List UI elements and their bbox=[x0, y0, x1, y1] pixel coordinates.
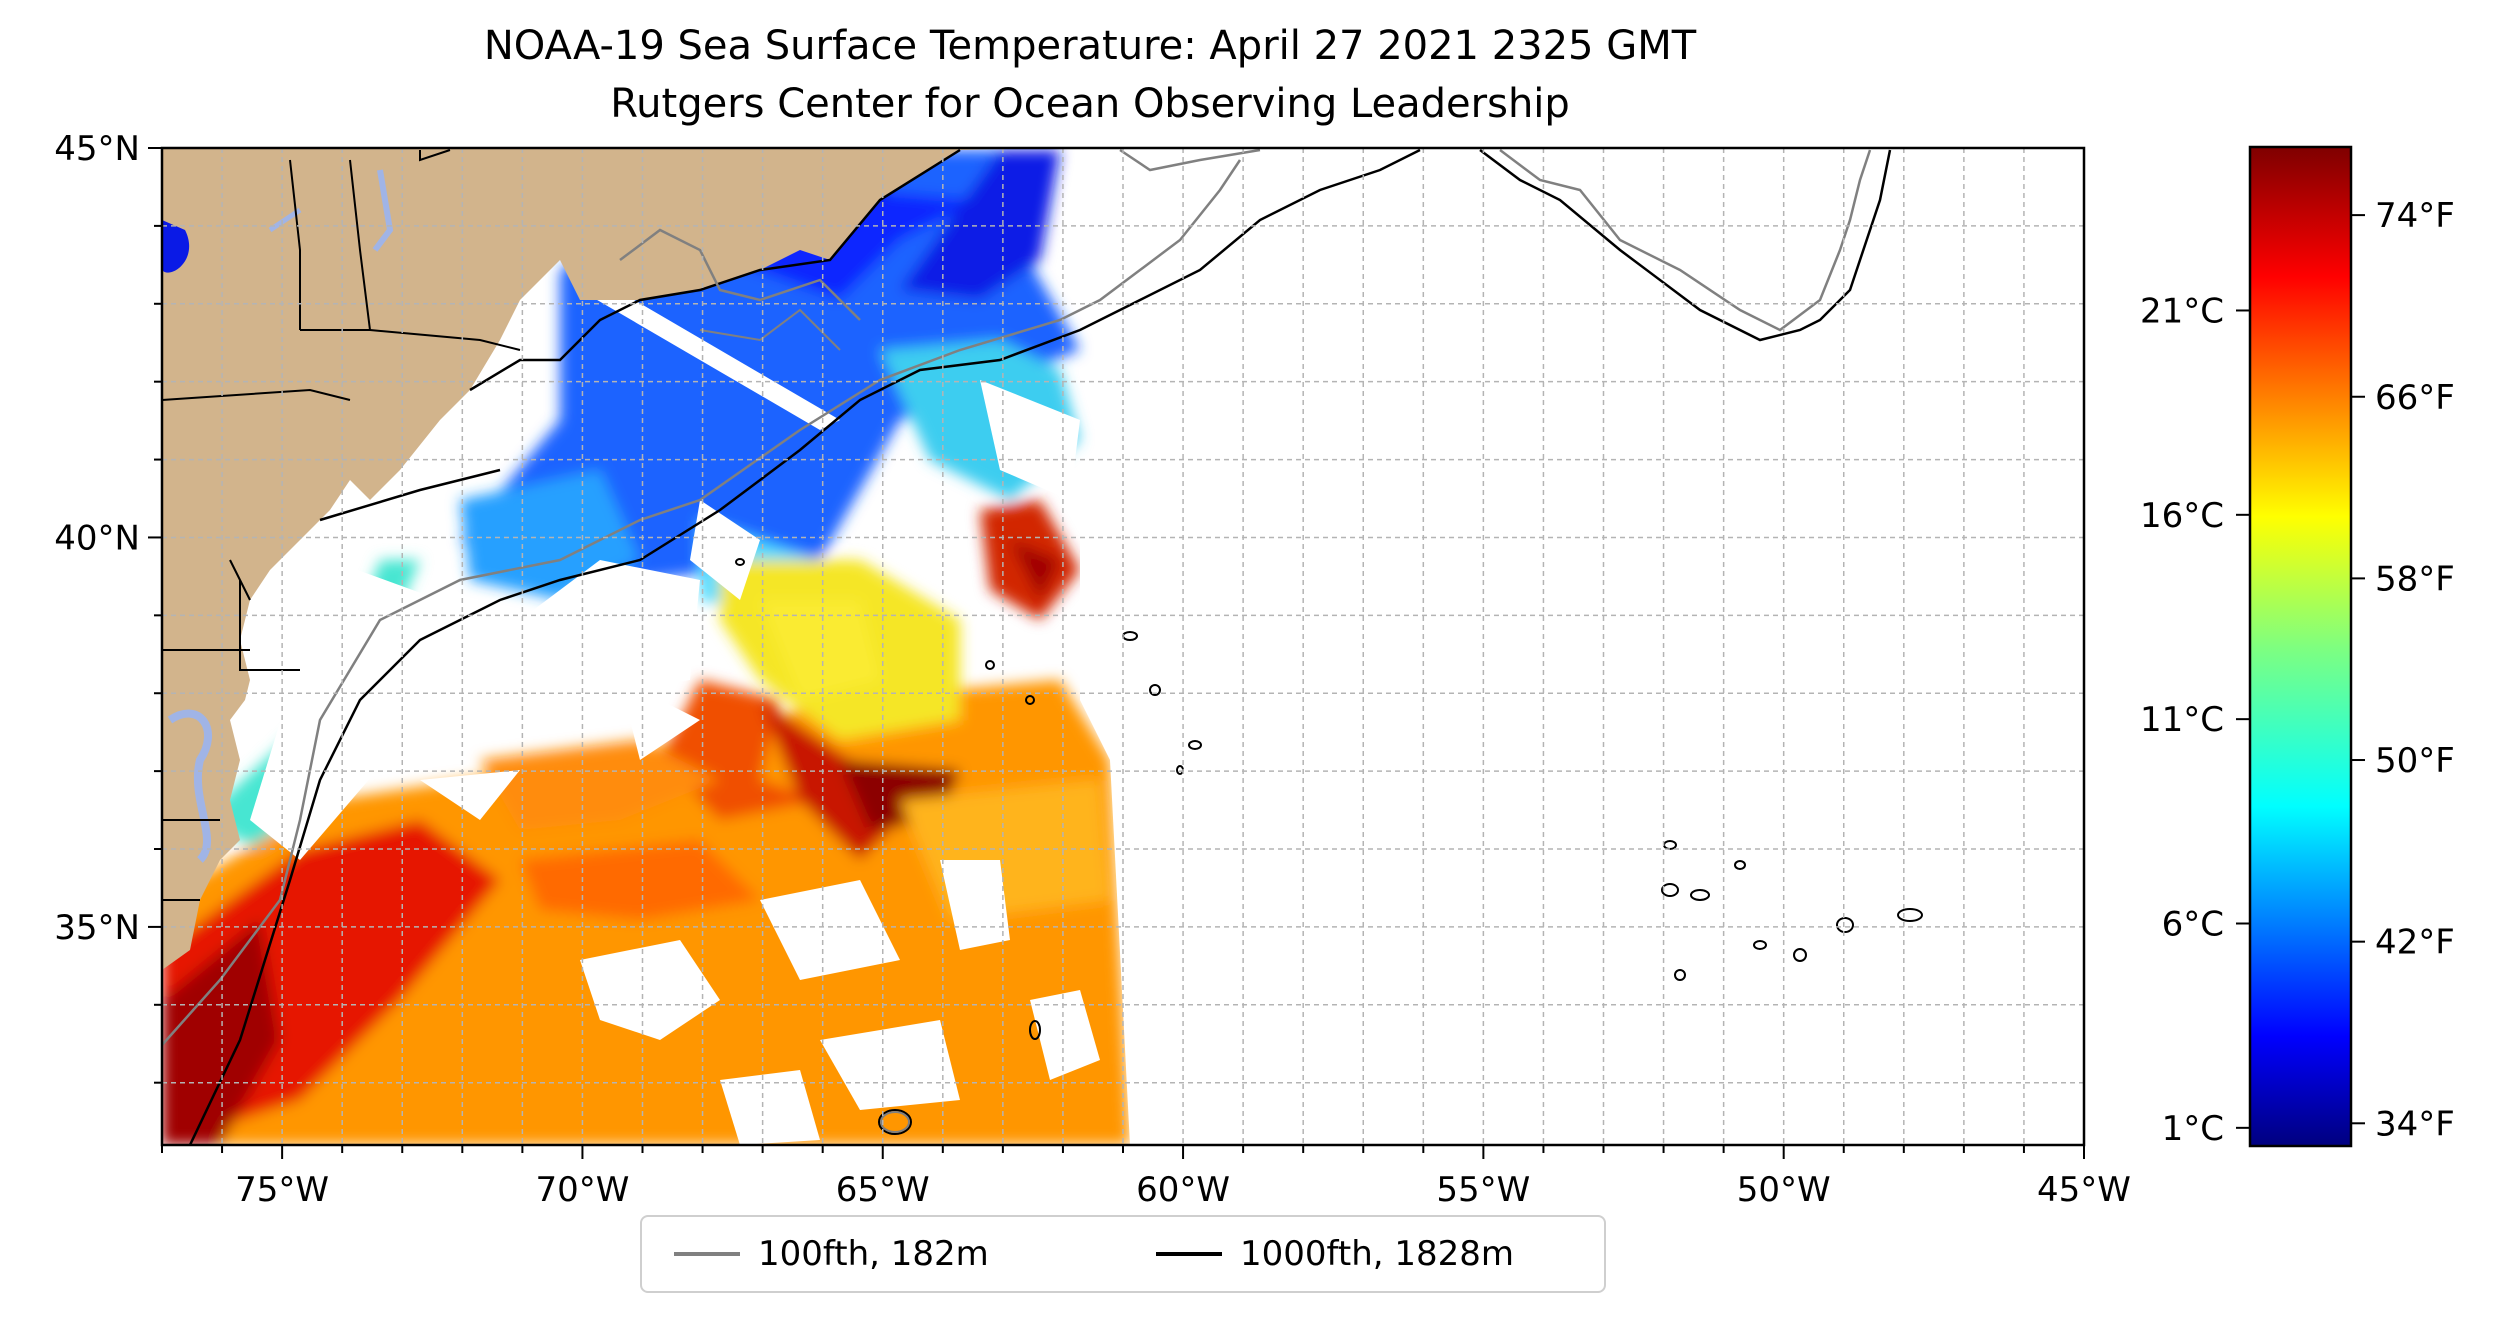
legend: 100fth, 182m 1000fth, 1828m bbox=[640, 1215, 1606, 1293]
chart-subtitle: Rutgers Center for Ocean Observing Leade… bbox=[610, 81, 1570, 127]
celsius-tick-label: 21°C bbox=[2140, 291, 2224, 331]
legend-label-1000fth: 1000fth, 1828m bbox=[1240, 1234, 1515, 1274]
lon-tick-label: 60°W bbox=[1136, 1170, 1230, 1210]
sst-field bbox=[162, 150, 1130, 1145]
lon-tick-label: 65°W bbox=[836, 1170, 930, 1210]
legend-item-1000fth: 1000fth, 1828m bbox=[1156, 1231, 1514, 1277]
lon-tick-label: 55°W bbox=[1436, 1170, 1530, 1210]
celsius-tick-label: 1°C bbox=[2162, 1109, 2224, 1149]
longitude-axis: 75°W 70°W 65°W 60°W 55°W 50°W 45°W bbox=[161, 1145, 2131, 1210]
fahrenheit-tick-label: 58°F bbox=[2375, 559, 2455, 599]
fahrenheit-tick-label: 42°F bbox=[2375, 923, 2455, 963]
legend-swatch-100fth bbox=[674, 1252, 740, 1256]
fahrenheit-tick-label: 34°F bbox=[2375, 1104, 2455, 1144]
lon-tick-label: 75°W bbox=[235, 1170, 329, 1210]
land bbox=[162, 148, 1050, 970]
colorbar: 21°C 16°C 11°C 6°C 1°C 74°F 66°F 58°F 50°F 42°F 3… bbox=[2140, 145, 2455, 1149]
legend-item-100fth: 100fth, 182m bbox=[674, 1231, 989, 1277]
fahrenheit-tick-label: 66°F bbox=[2375, 378, 2455, 418]
lon-tick-label: 50°W bbox=[1737, 1170, 1831, 1210]
isobath-1000fth bbox=[188, 148, 1892, 1145]
latitude-axis: 45°N 40°N 35°N bbox=[54, 129, 162, 1084]
lon-tick-label: 70°W bbox=[535, 1170, 629, 1210]
fahrenheit-tick-label: 50°F bbox=[2375, 741, 2455, 781]
isobath-100fth bbox=[162, 148, 1872, 1046]
colorbar-gradient bbox=[2248, 145, 2353, 1148]
seamounts bbox=[735, 558, 1923, 1135]
gridlines bbox=[162, 148, 2084, 1145]
celsius-tick-label: 16°C bbox=[2140, 496, 2224, 536]
lon-tick-label: 45°W bbox=[2037, 1170, 2131, 1210]
celsius-tick-label: 6°C bbox=[2162, 904, 2224, 944]
cloud-gaps bbox=[250, 150, 2084, 1145]
legend-label-100fth: 100fth, 182m bbox=[758, 1234, 989, 1274]
colorbar-fahrenheit-ticks: 74°F 66°F 58°F 50°F 42°F 34°F bbox=[2351, 196, 2455, 1144]
fahrenheit-tick-label: 74°F bbox=[2375, 196, 2455, 236]
lat-tick-label: 35°N bbox=[54, 908, 140, 948]
legend-swatch-1000fth bbox=[1156, 1252, 1222, 1256]
colorbar-celsius-ticks: 21°C 16°C 11°C 6°C 1°C bbox=[2140, 291, 2250, 1149]
lat-tick-label: 45°N bbox=[54, 129, 140, 169]
celsius-tick-label: 11°C bbox=[2140, 700, 2224, 740]
state-borders bbox=[162, 149, 521, 901]
lat-tick-label: 40°N bbox=[54, 518, 140, 558]
chart-title: NOAA-19 Sea Surface Temperature: April 2… bbox=[483, 23, 1697, 69]
map-panel bbox=[162, 148, 2084, 1145]
